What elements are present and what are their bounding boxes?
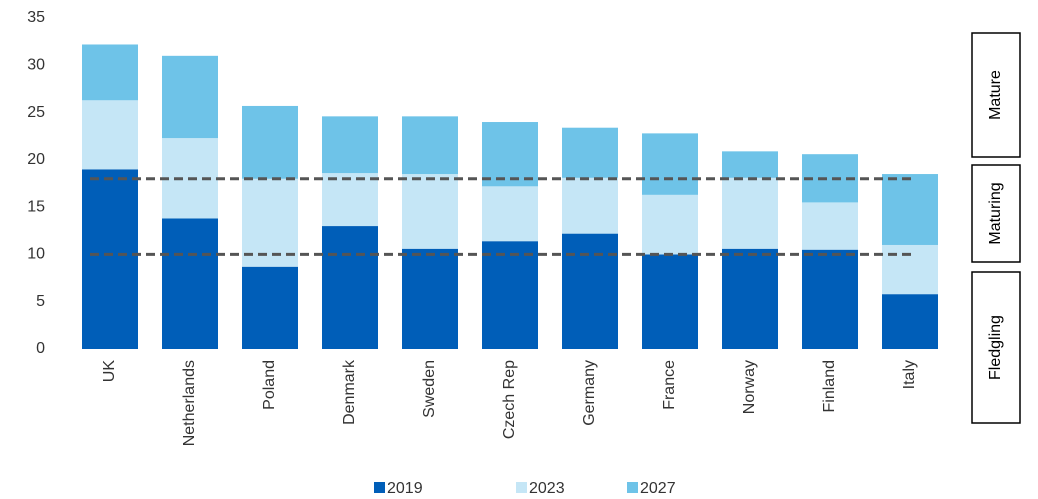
y-tick-label: 25 [27,104,45,121]
x-tick-label: Netherlands [181,360,198,446]
x-tick-label: Poland [261,360,278,410]
bar-segment [402,116,458,175]
x-tick-label: Denmark [341,359,358,425]
bar-segment [482,122,538,187]
bar-segment [722,177,778,249]
x-tick-label: Norway [741,360,758,414]
bar-segment [642,194,698,255]
bar-segment [562,233,618,349]
legend-label: 2023 [529,480,565,497]
bar-segment [242,105,298,179]
y-tick-label: 5 [36,293,45,310]
bar-segment [242,266,298,349]
x-tick-label: Finland [821,360,838,412]
x-tick-label: Czech Rep [501,360,518,439]
y-tick-label: 20 [27,151,45,168]
stage-label: Maturing [987,182,1004,244]
x-tick-label: UK [101,360,118,383]
y-tick-label: 10 [27,246,45,263]
y-tick-label: 30 [27,57,45,74]
stage-label: Fledgling [987,315,1004,380]
x-tick-label: Sweden [421,360,438,418]
bar-segment [322,116,378,174]
stage-box [971,164,1021,263]
stage-box [971,32,1021,158]
bar-segment [322,173,378,227]
bar-segment [402,248,458,349]
bar-segment [82,100,138,170]
x-tick-label: Italy [901,360,918,389]
legend-swatch [516,482,527,493]
stage-label: Mature [987,70,1004,120]
bar-segment [482,241,538,349]
bar-segment [162,218,218,349]
bar-segment [642,133,698,195]
bar-segment [162,55,218,139]
bar-segment [82,44,138,101]
bar-segment [242,178,298,267]
bar-segment [802,202,858,250]
bar-segment [882,174,938,245]
bar-segment [722,151,778,178]
legend-swatch [627,482,638,493]
bar-segment [562,127,618,178]
stage-box [971,271,1021,424]
bar-segment [882,244,938,295]
bar-segment [722,248,778,349]
legend-swatch [374,482,385,493]
bar-segment [82,169,138,349]
bar-segment [322,226,378,349]
y-tick-label: 35 [27,9,45,26]
bar-segment [402,174,458,249]
legend-label: 2027 [640,480,676,497]
bar-segment [482,186,538,242]
bar-segment [642,254,698,349]
y-tick-label: 15 [27,198,45,215]
bar-segment [802,249,858,349]
bar-segment [562,177,618,234]
x-tick-label: France [661,360,678,410]
y-tick-label: 0 [36,340,45,357]
bar-segment [882,294,938,349]
x-tick-label: Germany [581,360,598,426]
legend-label: 2019 [387,480,423,497]
